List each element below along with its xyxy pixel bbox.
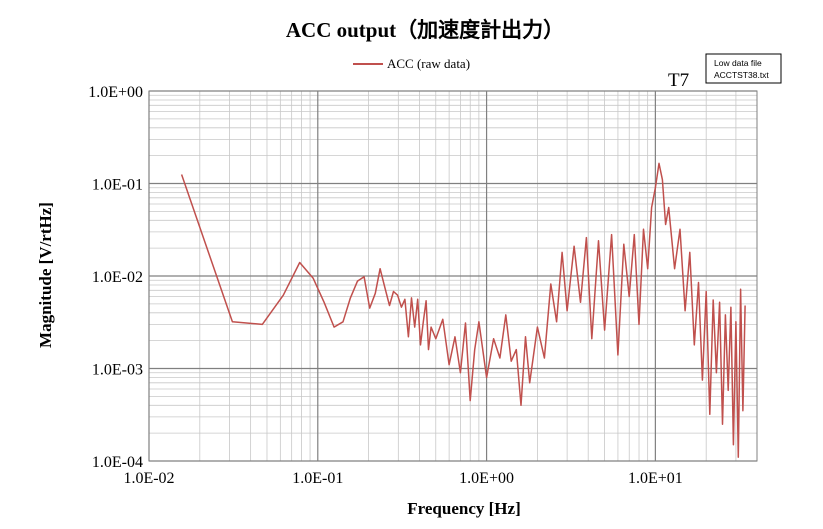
y-axis-label: Magnitude [V/rtHz] — [36, 202, 55, 348]
y-tick-label: 1.0E+00 — [88, 84, 143, 101]
x-axis-ticks: 1.0E-02 1.0E-01 1.0E+00 1.0E+01 — [123, 470, 682, 487]
series-layer — [180, 162, 746, 458]
trace-label: T7 — [668, 70, 689, 91]
legend-label: ACC (raw data) — [387, 56, 470, 71]
y-tick-label: 1.0E-01 — [92, 177, 143, 194]
x-tick-label: 1.0E-01 — [292, 470, 343, 487]
x-tick-label: 1.0E+01 — [628, 470, 683, 487]
chart-title: ACC output（加速度計出力） — [286, 18, 564, 42]
file-note-line-2: ACCTST38.txt — [714, 70, 769, 80]
file-note-box: Low data file ACCTST38.txt — [705, 53, 782, 84]
y-axis-ticks: 1.0E+00 1.0E-01 1.0E-02 1.0E-03 1.0E-04 — [88, 84, 143, 471]
legend: ACC (raw data) — [353, 56, 470, 71]
x-tick-label: 1.0E-02 — [123, 470, 174, 487]
y-tick-label: 1.0E-02 — [92, 269, 143, 286]
y-tick-label: 1.0E-03 — [92, 362, 143, 379]
x-tick-label: 1.0E+00 — [459, 470, 514, 487]
x-axis-label: Frequency [Hz] — [407, 499, 520, 518]
file-note-border — [705, 53, 782, 84]
file-note-line-1: Low data file — [714, 58, 762, 68]
y-tick-label: 1.0E-04 — [92, 454, 143, 471]
series-line-acc-raw-data — [180, 162, 746, 458]
plot-frame — [148, 90, 758, 462]
